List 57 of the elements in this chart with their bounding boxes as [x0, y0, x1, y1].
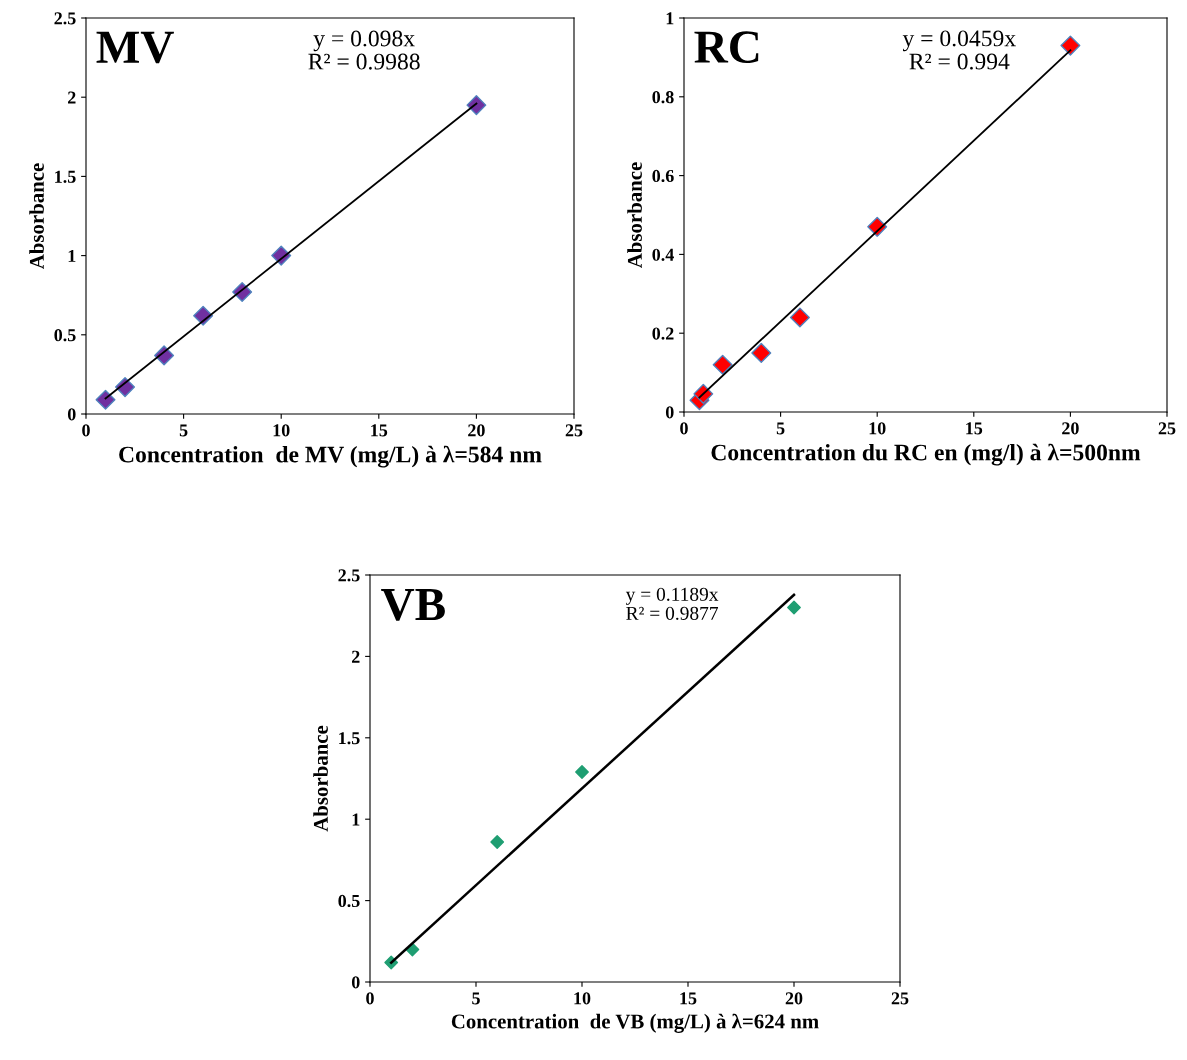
- y-axis-title: Absorbance: [29, 163, 44, 270]
- y-tick-label: 1.5: [55, 170, 76, 183]
- y-tick-label: 1: [68, 249, 76, 262]
- y-tick-label: 2: [352, 650, 360, 663]
- y-tick-label: 0.8: [652, 91, 674, 104]
- x-tick-label: 15: [680, 992, 697, 1005]
- x-tick-label: 25: [565, 424, 583, 437]
- point: [490, 835, 505, 849]
- x-tick-label: 10: [869, 422, 886, 435]
- point: [1060, 35, 1081, 56]
- point: [751, 342, 772, 363]
- annotation: RC: [694, 31, 759, 64]
- x-tick-label: 20: [468, 424, 485, 437]
- point: [712, 354, 733, 375]
- point: [466, 95, 487, 116]
- y-tick-label: 0.2: [652, 327, 674, 340]
- annotation: MV: [96, 31, 174, 64]
- annotation: VB: [381, 589, 445, 621]
- y-tick-label: 0: [67, 408, 76, 421]
- x-tick-label: 25: [891, 992, 909, 1005]
- x-tick-label: 20: [1062, 422, 1079, 435]
- y-tick-label: 1.5: [339, 732, 360, 745]
- x-tick-label: 15: [371, 424, 388, 437]
- x-tick-label: 25: [1158, 422, 1176, 435]
- x-tick-label: 5: [179, 424, 188, 437]
- x-axis-title: Concentration de MV (mg/L) à λ=584 nm: [119, 445, 542, 468]
- y-tick-label: 2: [68, 91, 76, 104]
- y-tick-label: 0: [351, 976, 360, 989]
- x-axis-title: Concentration de VB (mg/L) à λ=624 nm: [451, 1013, 819, 1033]
- y-tick-label: 2.5: [338, 569, 360, 582]
- annotation: y = 0.1189x R² = 0.9877: [625, 587, 719, 620]
- point: [789, 307, 810, 328]
- x-tick-label: 10: [273, 424, 290, 437]
- x-tick-label: 0: [680, 422, 688, 435]
- y-tick-label: 2.5: [54, 12, 76, 25]
- x-tick-label: 0: [82, 424, 90, 437]
- x-tick-label: 10: [574, 992, 591, 1005]
- x-axis-title: Concentration du RC en (mg/l) à λ=500nm: [711, 443, 1141, 466]
- y-tick-label: 0.4: [652, 248, 674, 261]
- y-axis-title: Absorbance: [627, 162, 642, 269]
- y-tick-label: 1: [666, 12, 674, 25]
- point: [95, 389, 116, 410]
- y-axis-title: Absorbance: [313, 725, 328, 832]
- x-tick-label: 5: [776, 422, 785, 435]
- x-tick-label: 5: [472, 992, 480, 1005]
- annotation: y = 0.0459x R² = 0.994: [902, 30, 1016, 70]
- x-tick-label: 15: [966, 422, 983, 435]
- y-tick-label: 1: [352, 813, 360, 826]
- y-tick-label: 0: [665, 406, 674, 419]
- y-tick-label: 0.5: [54, 329, 76, 342]
- x-tick-label: 0: [366, 992, 374, 1005]
- y-tick-label: 0.6: [652, 169, 674, 183]
- point: [787, 600, 801, 615]
- x-tick-label: 20: [785, 992, 803, 1005]
- annotation: y = 0.098x R² = 0.9988: [308, 30, 420, 70]
- point: [575, 765, 589, 779]
- y-tick-label: 0.5: [338, 894, 360, 908]
